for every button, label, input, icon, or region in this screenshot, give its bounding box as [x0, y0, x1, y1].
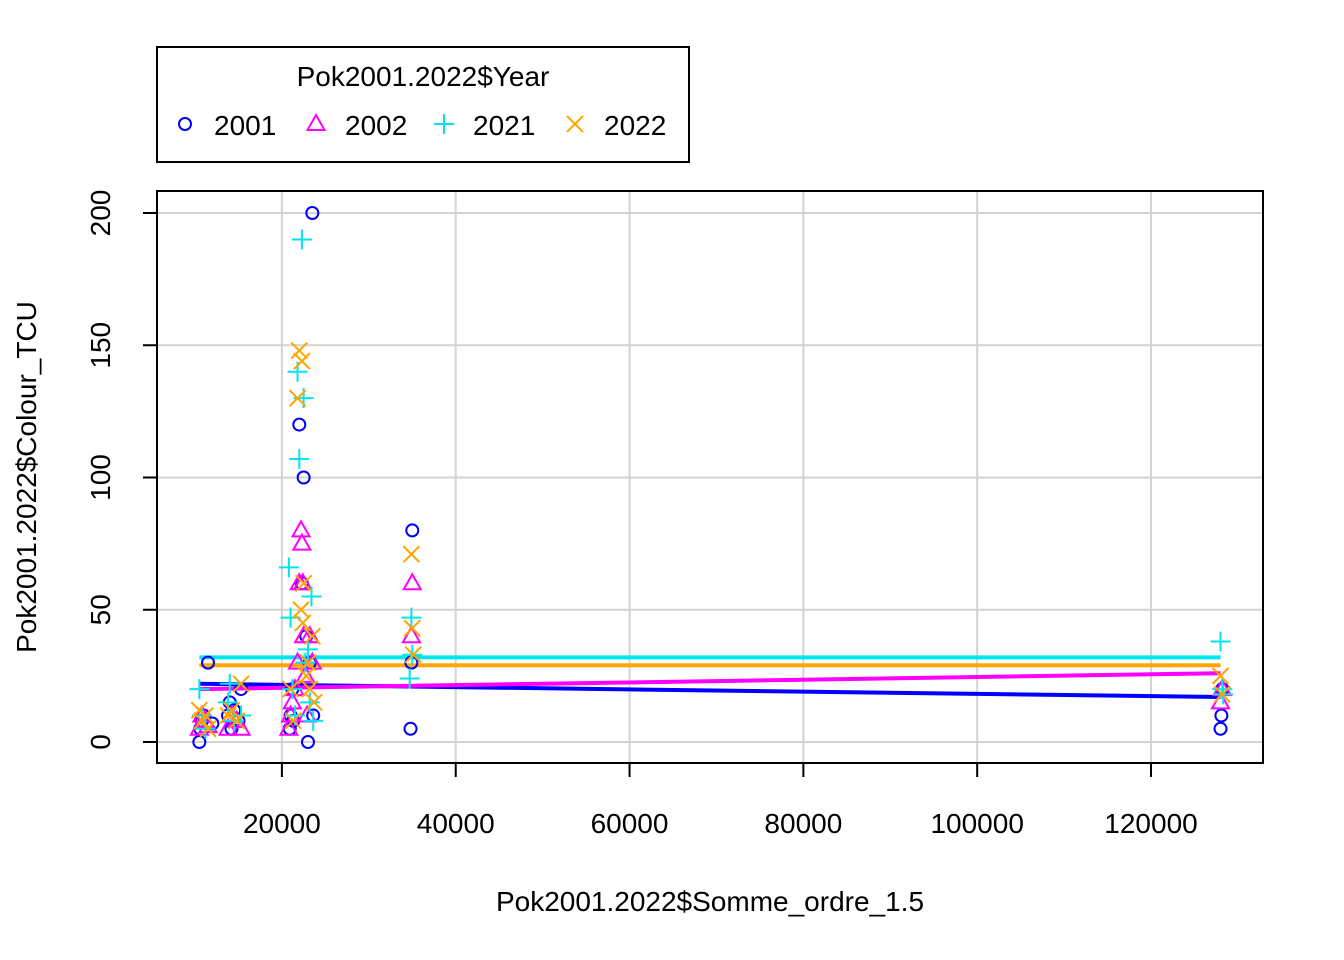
y-axis-label: Pok2001.2022$Colour_TCU	[11, 301, 42, 653]
y-tick-label: 50	[85, 594, 116, 625]
legend-symbol-2002	[305, 112, 327, 131]
trend-line-2002	[199, 671, 1221, 692]
point-2021	[282, 679, 303, 700]
x-tick-label: 20000	[243, 808, 321, 839]
point-2002	[295, 664, 316, 683]
point-2022	[293, 352, 311, 370]
point-2021	[218, 692, 239, 713]
legend-item-2021: 2021	[434, 110, 535, 141]
point-2021	[219, 673, 240, 694]
point-2021	[1210, 631, 1231, 652]
legend-label-2002: 2002	[345, 110, 407, 141]
point-2021	[278, 557, 299, 578]
series-2021-points	[189, 229, 1234, 739]
legend: Pok2001.2022$Year 2001 2002 2021 2022	[156, 46, 690, 163]
point-2022	[1213, 685, 1231, 704]
point-2022	[299, 653, 317, 672]
point-2021	[195, 718, 216, 739]
point-2022	[290, 341, 308, 360]
legend-item-2001: 2001	[178, 110, 276, 141]
point-2021	[299, 692, 320, 713]
x-tick-label: 60000	[591, 808, 669, 839]
point-2021	[303, 710, 324, 731]
point-2021	[189, 679, 210, 700]
trend-lines	[199, 655, 1221, 700]
point-2001	[296, 470, 311, 485]
point-2021	[401, 607, 422, 628]
point-2001	[192, 735, 207, 749]
point-2021	[289, 448, 310, 469]
point-2022	[219, 706, 237, 725]
point-2022	[301, 680, 319, 698]
x-tick-label: 120000	[1104, 808, 1197, 839]
legend-title: Pok2001.2022$Year	[297, 61, 550, 92]
point-2001	[1214, 708, 1229, 723]
point-2022	[303, 627, 322, 645]
legend-symbol-2021	[434, 114, 454, 134]
point-2001	[405, 523, 420, 538]
point-2022	[404, 646, 422, 664]
point-2022	[228, 712, 246, 730]
point-2022	[402, 545, 421, 563]
y-tick-label: 150	[85, 322, 116, 369]
series-2002-points	[189, 519, 1233, 736]
point-2021	[399, 668, 420, 689]
point-2022	[305, 693, 323, 712]
point-2001	[403, 721, 418, 736]
x-tick-label: 100000	[930, 808, 1023, 839]
x-tick-label: 40000	[417, 808, 495, 839]
point-2002	[292, 572, 313, 591]
point-2001	[300, 735, 315, 749]
point-2021	[297, 639, 318, 660]
point-2002	[402, 572, 423, 591]
point-2022	[222, 701, 241, 719]
legend-item-2022: 2022	[566, 110, 666, 141]
point-2001	[201, 655, 216, 670]
point-2022	[199, 720, 217, 738]
x-axis-label: Pok2001.2022$Somme_ordre_1.5	[496, 886, 924, 917]
y-axis: 0 50 100 150 200	[85, 190, 158, 750]
x-tick-label: 80000	[764, 808, 842, 839]
point-2001	[1213, 721, 1228, 736]
point-2022	[288, 389, 307, 407]
point-2022	[232, 675, 250, 693]
point-2002	[230, 717, 252, 736]
point-2022	[294, 614, 312, 632]
point-2022	[193, 712, 211, 730]
legend-label-2021: 2021	[473, 110, 535, 141]
data-points	[189, 206, 1234, 749]
grid-lines	[157, 191, 1263, 763]
legend-item-2002: 2002	[305, 110, 407, 141]
point-2021	[291, 229, 312, 250]
point-2022	[281, 680, 300, 698]
point-2022	[284, 712, 302, 730]
y-tick-label: 0	[85, 734, 116, 750]
point-2001	[292, 417, 307, 432]
legend-symbol-2022	[566, 115, 584, 133]
x-axis: 20000 40000 60000 80000 100000 120000	[243, 762, 1198, 839]
y-tick-label: 100	[85, 454, 116, 501]
point-2002	[278, 717, 300, 736]
series-2022-points	[190, 341, 1231, 738]
point-2021	[295, 652, 316, 673]
point-2002	[287, 651, 308, 670]
point-2002	[282, 691, 303, 710]
point-2022	[403, 619, 421, 637]
point-2022	[294, 574, 313, 593]
legend-label-2001: 2001	[214, 110, 276, 141]
legend-label-2022: 2022	[604, 110, 666, 141]
point-2022	[1211, 667, 1230, 685]
legend-symbol-2001	[178, 117, 192, 131]
point-2001	[305, 206, 320, 220]
legend-box	[156, 46, 690, 163]
point-2002	[291, 532, 313, 551]
y-tick-label: 200	[85, 190, 116, 237]
